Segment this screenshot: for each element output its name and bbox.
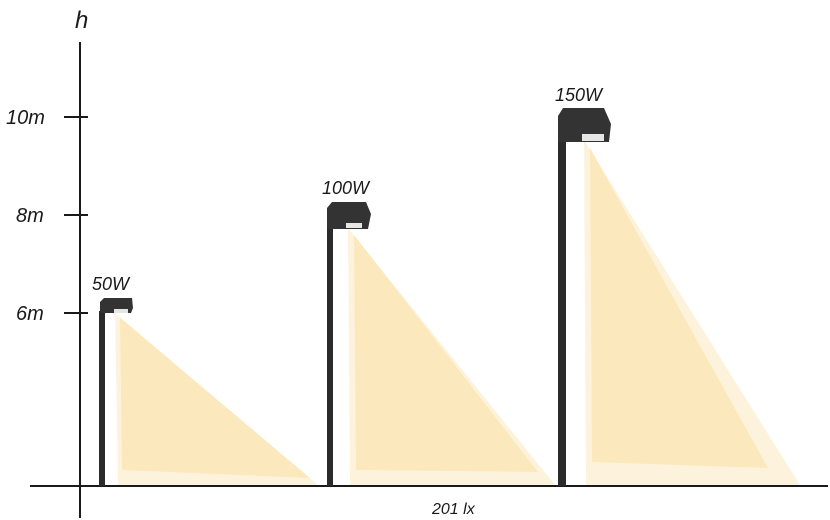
pole-100w xyxy=(327,224,333,486)
lamp-lens-150w xyxy=(582,134,604,141)
lamp-150w: 150W xyxy=(555,85,611,486)
lamp-head-100w xyxy=(327,202,371,229)
tick-label-6m: 6m xyxy=(16,303,44,325)
lamp-lens-100w xyxy=(346,223,362,228)
pole-150w xyxy=(558,135,566,486)
light-beams xyxy=(115,140,800,485)
lamp-50w: 50W xyxy=(92,274,133,486)
pole-50w xyxy=(99,311,105,486)
lamp-head-150w xyxy=(558,108,611,142)
beam-50w-inner xyxy=(120,318,310,478)
illuminance-label: 201 lx xyxy=(431,501,476,518)
beam-150w-inner xyxy=(590,148,768,468)
y-axis-label: h xyxy=(75,7,88,34)
tick-label-10m: 10m xyxy=(6,107,45,129)
lamp-label-100w: 100W xyxy=(322,178,371,198)
lamp-100w: 100W xyxy=(322,178,371,486)
lamp-label-150w: 150W xyxy=(555,85,604,105)
lamp-label-50w: 50W xyxy=(92,274,131,294)
beam-100w-inner xyxy=(354,235,538,472)
tick-label-8m: 8m xyxy=(16,205,44,227)
axes: h 10m 8m 6m 201 lx xyxy=(6,7,828,518)
lamp-lens-50w xyxy=(114,309,128,313)
